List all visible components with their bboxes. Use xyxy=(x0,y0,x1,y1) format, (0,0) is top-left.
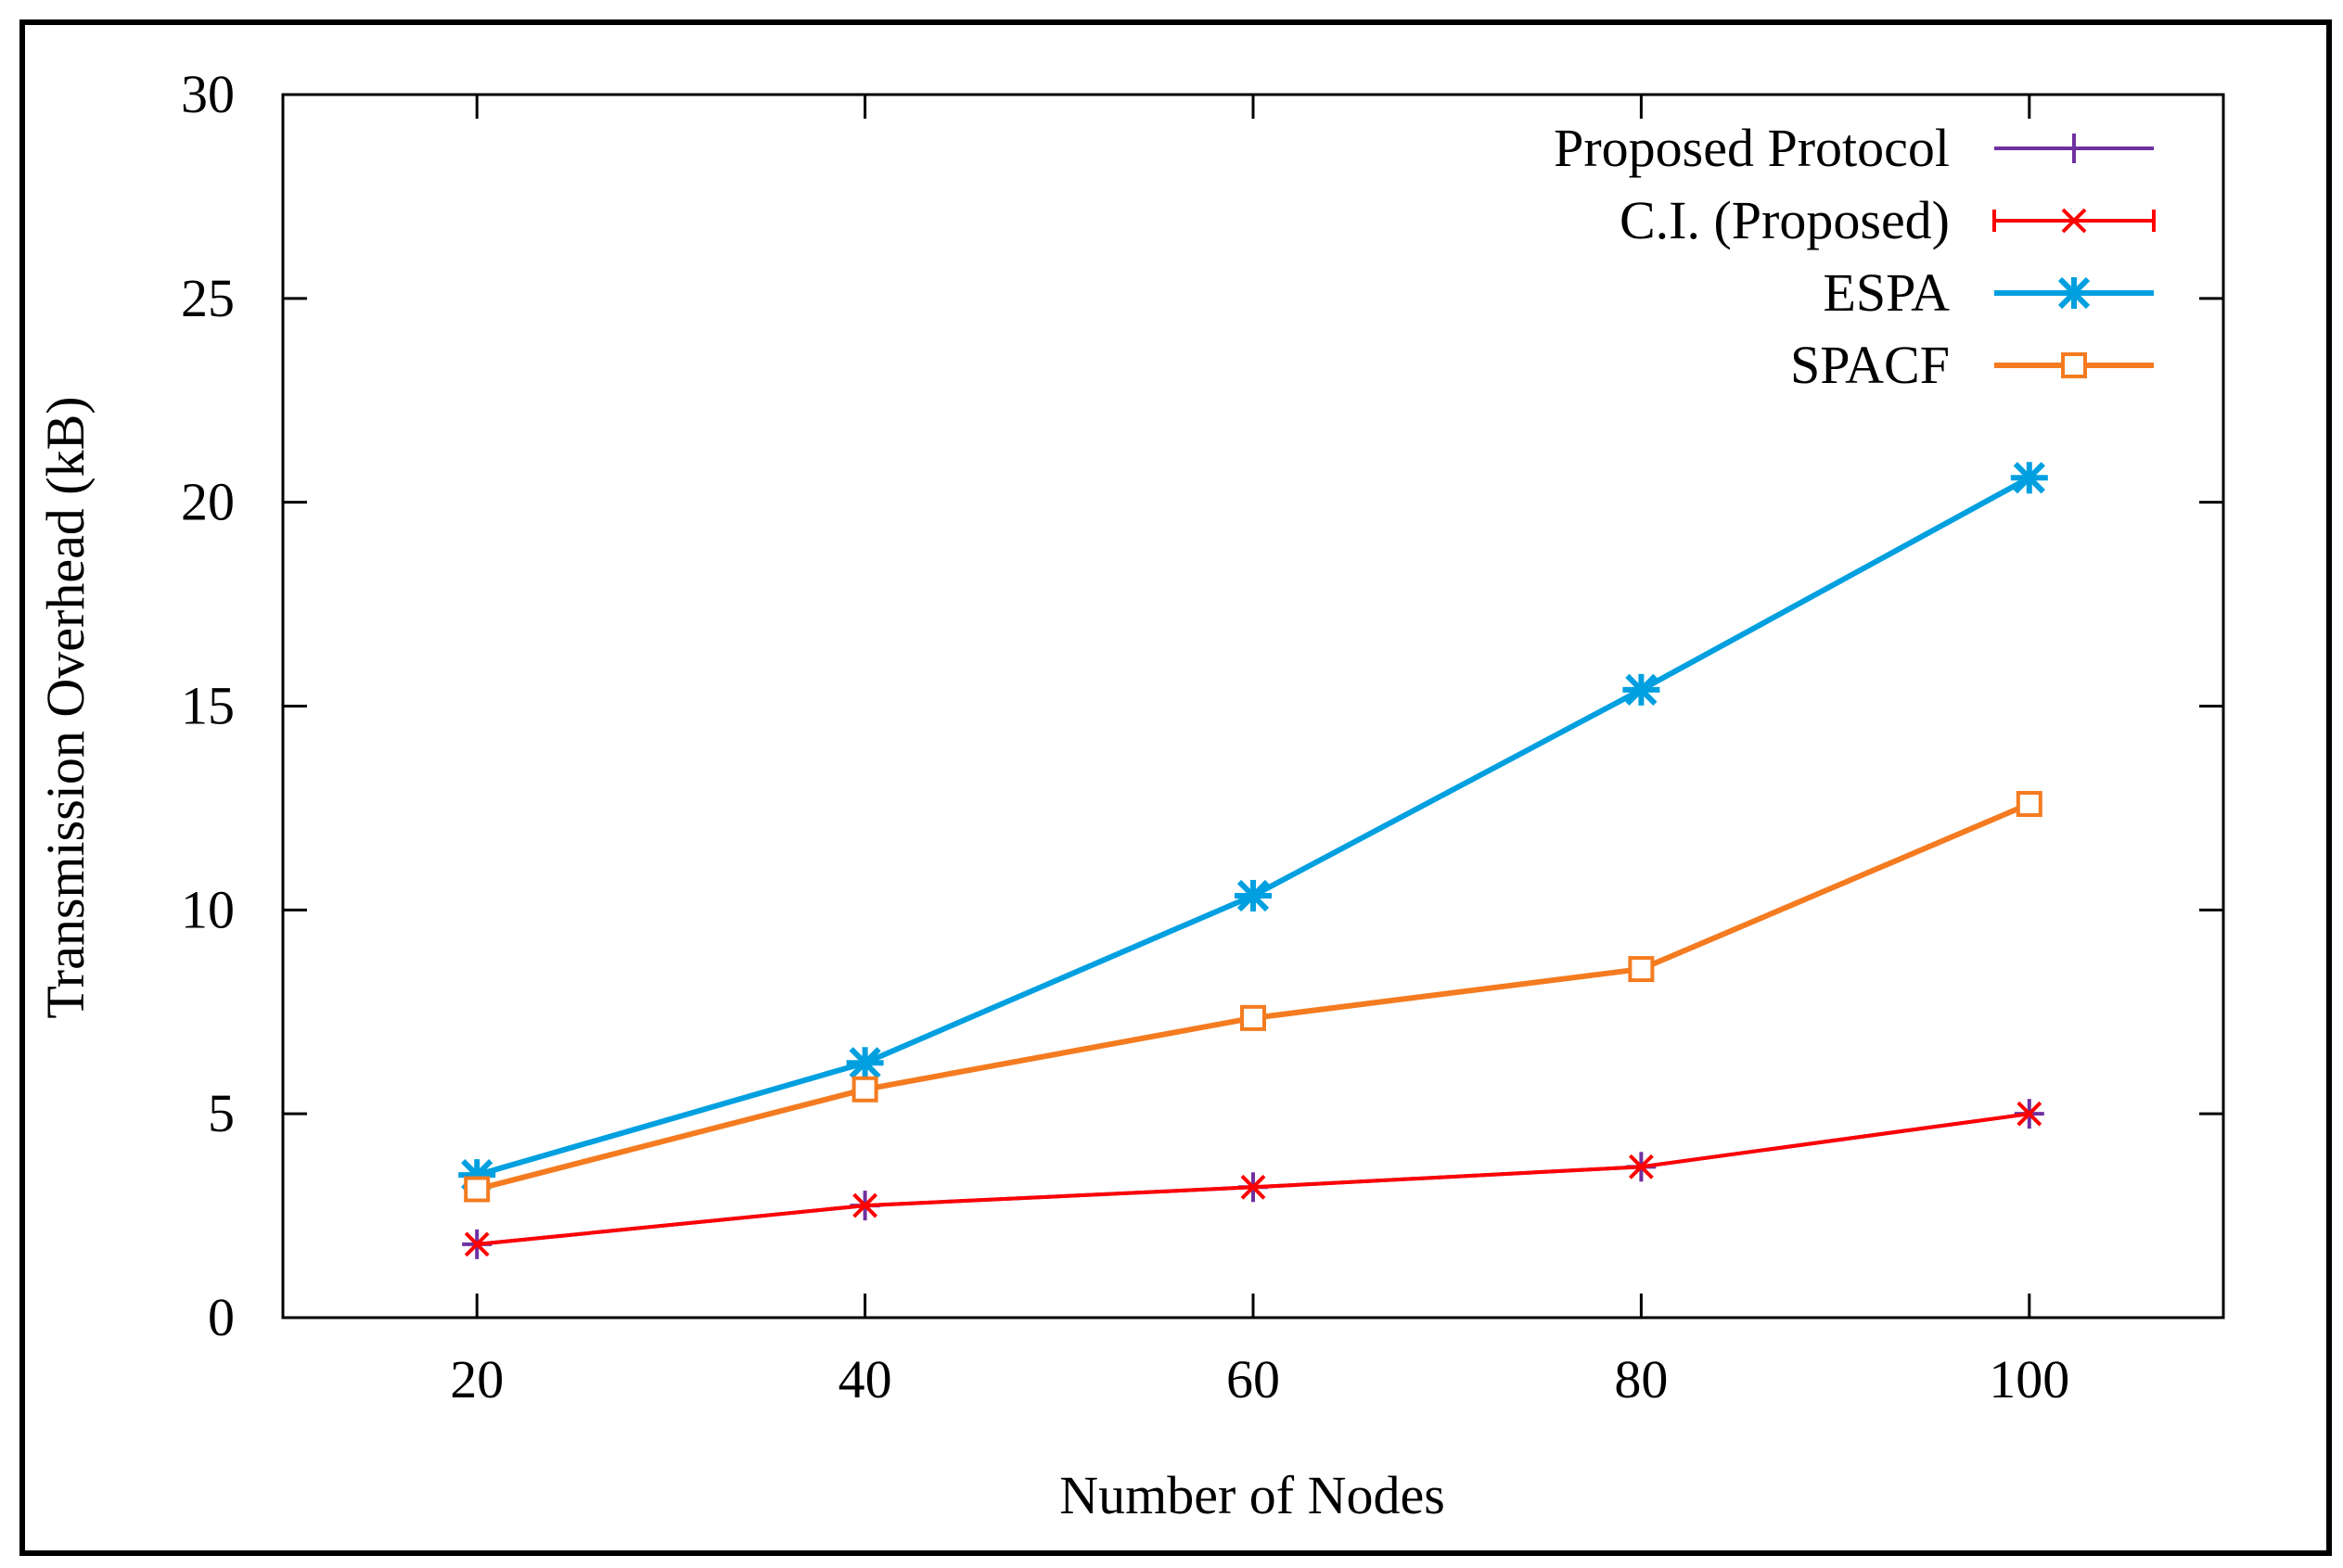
legend: Proposed Protocol C.I. (Proposed) ESPA SPAC… xyxy=(1554,118,2156,395)
y-tick-label: 25 xyxy=(181,268,235,328)
data-point-spacf xyxy=(1240,1004,1266,1031)
x-tick-label: 60 xyxy=(1226,1349,1280,1409)
data-point-spacf xyxy=(464,1176,491,1203)
data-point-spacf xyxy=(1628,956,1655,983)
x-tick-label: 40 xyxy=(839,1349,892,1409)
y-axis-label: Transmission Overhead (kB) xyxy=(35,396,96,1018)
data-point-spacf xyxy=(2016,791,2042,818)
axes: 0 5 10 15 20 25 30 20 40 60 80 100 xyxy=(181,64,2225,1409)
x-tick-label: 100 xyxy=(1989,1349,2069,1409)
legend-label-espa: ESPA xyxy=(1823,262,1950,323)
y-tick-label: 30 xyxy=(181,64,235,124)
series-layer xyxy=(458,462,2048,1259)
x-tick-label: 20 xyxy=(450,1349,504,1409)
data-point-c-i-proposed xyxy=(464,1231,490,1257)
y-tick-label: 5 xyxy=(208,1083,235,1143)
legend-label-spacf: SPACF xyxy=(1790,335,1950,395)
legend-label-proposed-protocol: Proposed Protocol xyxy=(1554,118,1950,178)
legend-marker-c-i-proposed xyxy=(2061,208,2087,234)
outer-frame xyxy=(19,19,2332,1556)
data-point-c-i-proposed xyxy=(1628,1154,1654,1179)
x-axis-label: Number of Nodes xyxy=(1059,1465,1445,1525)
data-point-c-i-proposed xyxy=(2017,1101,2042,1127)
y-tick-label: 20 xyxy=(181,472,235,532)
y-tick-label: 15 xyxy=(181,676,235,736)
x-tick-label: 80 xyxy=(1614,1349,1668,1409)
data-point-c-i-proposed xyxy=(1240,1174,1266,1200)
data-point-c-i-proposed xyxy=(852,1192,878,1218)
series-spacf xyxy=(464,791,2042,1203)
y-tick-label: 0 xyxy=(208,1287,235,1347)
legend-marker-spacf xyxy=(2061,352,2087,378)
data-point-spacf xyxy=(851,1076,878,1103)
y-tick-label: 10 xyxy=(181,879,235,939)
legend-label-c-i-proposed: C.I. (Proposed) xyxy=(1620,190,1950,250)
series-c-i-proposed xyxy=(464,1101,2042,1257)
